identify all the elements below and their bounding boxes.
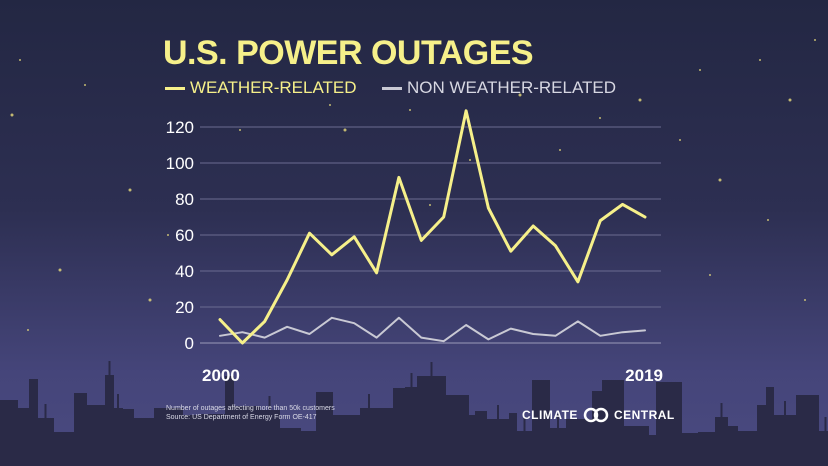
star xyxy=(718,178,722,182)
skyline-spire xyxy=(430,362,433,376)
star xyxy=(128,188,132,192)
star xyxy=(10,113,14,117)
legend-swatch-weather xyxy=(165,86,185,90)
y-tick-label: 120 xyxy=(166,118,194,137)
skyline-spire xyxy=(268,396,271,410)
skyline-building xyxy=(113,408,123,466)
star xyxy=(19,59,21,61)
skyline-building xyxy=(225,376,234,466)
star xyxy=(429,204,431,206)
star xyxy=(84,84,86,86)
skyline-spire xyxy=(497,405,499,419)
footnote-line-2: Source: US Department of Energy Form OE-… xyxy=(166,414,317,421)
star xyxy=(329,104,331,106)
skyline-spire xyxy=(557,414,559,428)
skyline-spire xyxy=(824,417,827,431)
y-tick-label: 0 xyxy=(185,334,194,353)
star xyxy=(814,39,816,41)
star xyxy=(709,274,711,276)
star xyxy=(167,234,169,236)
climate-central-logo-icon xyxy=(583,407,609,423)
x-tick-label: 2019 xyxy=(625,366,663,385)
skyline-building xyxy=(766,387,774,466)
brand-text-right: CENTRAL xyxy=(613,408,675,422)
skyline-spire xyxy=(44,404,47,418)
series-line-nonweather xyxy=(219,316,646,343)
star xyxy=(788,98,792,102)
skyline-building xyxy=(105,375,114,466)
legend-swatch-nonweather xyxy=(382,86,402,90)
star xyxy=(148,298,152,302)
skyline-spire xyxy=(523,417,526,431)
star xyxy=(599,117,601,119)
star xyxy=(767,219,769,221)
skyline-spire xyxy=(720,403,723,417)
star xyxy=(239,129,241,131)
legend-label-weather: WEATHER-RELATED xyxy=(190,78,357,97)
y-tick-label: 40 xyxy=(175,262,194,281)
skyline-spire xyxy=(368,394,370,408)
skyline-building xyxy=(757,405,767,466)
brand-text-left: CLIMATE xyxy=(522,408,578,422)
x-tick-label: 2000 xyxy=(202,366,240,385)
star xyxy=(58,268,62,272)
skyline-building xyxy=(29,379,38,466)
skyline-spire xyxy=(108,361,111,375)
star xyxy=(518,93,522,97)
y-tick-label: 20 xyxy=(175,298,194,317)
star xyxy=(759,59,761,61)
skyline-spire xyxy=(410,373,413,387)
footnote-line-1: Number of outages affecting more than 50… xyxy=(166,405,335,412)
star xyxy=(699,69,701,71)
skyline-building xyxy=(592,391,603,466)
y-tick-label: 100 xyxy=(166,154,194,173)
star xyxy=(409,109,411,111)
skyline-spire xyxy=(117,394,119,408)
series-line-weather xyxy=(218,109,647,345)
brand-logo: CLIMATE CENTRAL xyxy=(522,407,675,423)
chart-title: U.S. POWER OUTAGES xyxy=(163,34,534,72)
star xyxy=(804,299,806,301)
star xyxy=(638,98,642,102)
star xyxy=(469,159,471,161)
y-tick-label: 80 xyxy=(175,190,194,209)
skyline-spire xyxy=(784,401,786,415)
y-tick-label: 60 xyxy=(175,226,194,245)
star xyxy=(27,329,29,331)
skyline-base xyxy=(0,438,828,466)
star xyxy=(343,128,347,132)
legend-item-nonweather: NON WEATHER-RELATED xyxy=(382,78,616,98)
legend-label-nonweather: NON WEATHER-RELATED xyxy=(407,78,617,97)
star xyxy=(679,139,681,141)
legend-item-weather: WEATHER-RELATED xyxy=(165,78,357,98)
star xyxy=(559,149,561,151)
